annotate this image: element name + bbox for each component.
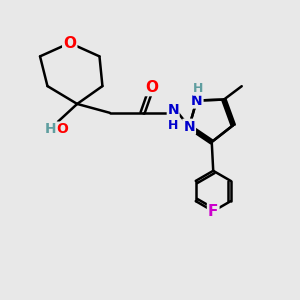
Text: N: N xyxy=(167,103,179,118)
Text: N: N xyxy=(191,94,203,107)
Text: O: O xyxy=(56,122,68,136)
Text: H: H xyxy=(168,119,178,132)
Text: O: O xyxy=(145,80,158,95)
Text: F: F xyxy=(208,204,218,219)
Text: N: N xyxy=(183,120,195,134)
Text: O: O xyxy=(63,35,76,50)
Text: H: H xyxy=(45,122,56,136)
Text: H: H xyxy=(193,82,203,95)
